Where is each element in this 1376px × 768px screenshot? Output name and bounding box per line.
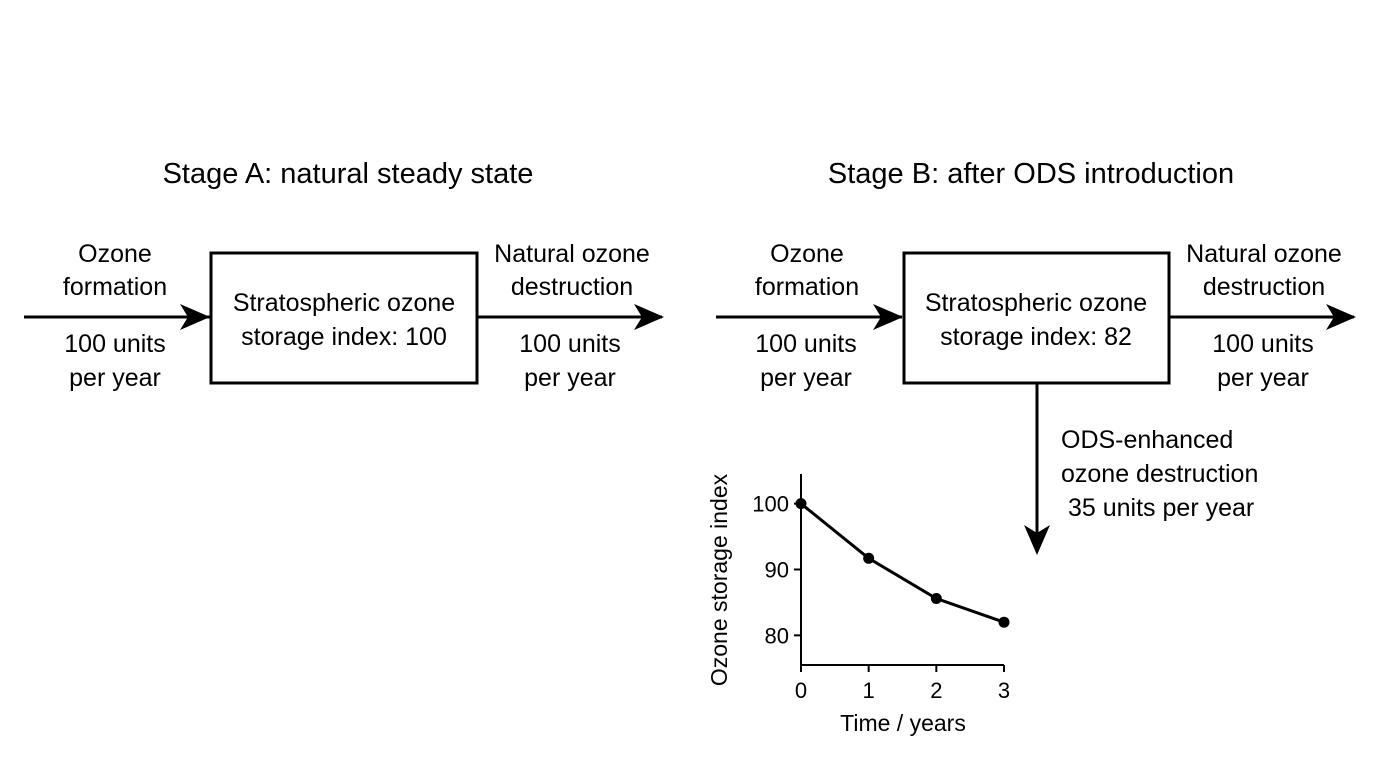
stage-a-title: Stage A: natural steady state xyxy=(163,158,534,190)
stage-a-outflow-label-2: destruction xyxy=(511,273,633,301)
stage-b: Stage B: after ODS introduction Ozone fo… xyxy=(716,158,1356,555)
stage-b-outflow-rate-1: 100 units xyxy=(1212,330,1313,358)
stage-b-box-label-2: storage index: 82 xyxy=(940,323,1132,351)
stage-b-outflow-label-2: destruction xyxy=(1203,273,1325,301)
stage-a-outflow-label-1: Natural ozone xyxy=(494,240,650,268)
stage-b-outflow-label-1: Natural ozone xyxy=(1186,240,1342,268)
stage-b-inflow-label-2: formation xyxy=(755,273,859,301)
data-point xyxy=(863,552,875,564)
chart-ticks: 0 1 2 3 80 90 100 xyxy=(752,492,1010,703)
series-line xyxy=(800,502,1005,624)
data-point xyxy=(795,498,807,510)
stage-a-storage-box xyxy=(209,251,479,385)
x-tick-label: 3 xyxy=(998,678,1010,703)
stage-b-ods-label-1: ODS-enhanced xyxy=(1061,426,1233,454)
stage-a-box-label-2: storage index: 100 xyxy=(241,323,447,351)
data-point xyxy=(998,616,1010,628)
stage-a-outflow-rate-1: 100 units xyxy=(519,330,620,358)
y-tick-label: 100 xyxy=(752,492,789,517)
stage-b-ods-label-2: ozone destruction xyxy=(1061,460,1258,488)
stage-b-ods-arrowhead xyxy=(1024,525,1050,555)
x-tick-label: 2 xyxy=(930,678,942,703)
chart-y-axis-title: Ozone storage index xyxy=(706,473,732,686)
stage-a-outflow-rate-2: per year xyxy=(524,364,616,392)
data-point xyxy=(930,592,942,604)
chart-x-axis-title: Time / years xyxy=(840,710,966,736)
stage-b-inflow-label-1: Ozone xyxy=(770,240,844,268)
stage-a-inflow-rate-1: 100 units xyxy=(64,330,165,358)
stage-b-box-label-1: Stratospheric ozone xyxy=(925,289,1147,317)
stage-a-inflow-arrowhead xyxy=(180,304,210,330)
stage-a-inflow-rate-2: per year xyxy=(69,364,161,392)
stage-a-outflow-arrowhead xyxy=(634,304,664,330)
stage-b-outflow-rate-2: per year xyxy=(1217,364,1309,392)
stage-b-ods-label-3: 35 units per year xyxy=(1068,494,1254,522)
stage-b-inflow-arrowhead xyxy=(873,304,903,330)
ozone-storage-chart: 0 1 2 3 80 90 100 Time / years Ozone storage i… xyxy=(706,473,1010,736)
x-tick-label: 1 xyxy=(863,678,875,703)
x-tick-label: 0 xyxy=(795,678,807,703)
stage-a-inflow-label-1: Ozone xyxy=(78,240,152,268)
stage-a-inflow-label-2: formation xyxy=(63,273,167,301)
stage-b-storage-box xyxy=(902,251,1171,385)
stage-b-outflow-arrowhead xyxy=(1326,304,1356,330)
stage-a-box-label-1: Stratospheric ozone xyxy=(233,289,455,317)
stage-b-inflow-rate-2: per year xyxy=(760,364,852,392)
chart-series xyxy=(795,498,1010,628)
stage-b-inflow-rate-1: 100 units xyxy=(755,330,856,358)
stage-a: Stage A: natural steady state Ozone form… xyxy=(24,158,664,392)
y-tick-label: 80 xyxy=(765,623,789,648)
y-tick-label: 90 xyxy=(765,558,789,583)
stage-b-title: Stage B: after ODS introduction xyxy=(828,158,1234,190)
